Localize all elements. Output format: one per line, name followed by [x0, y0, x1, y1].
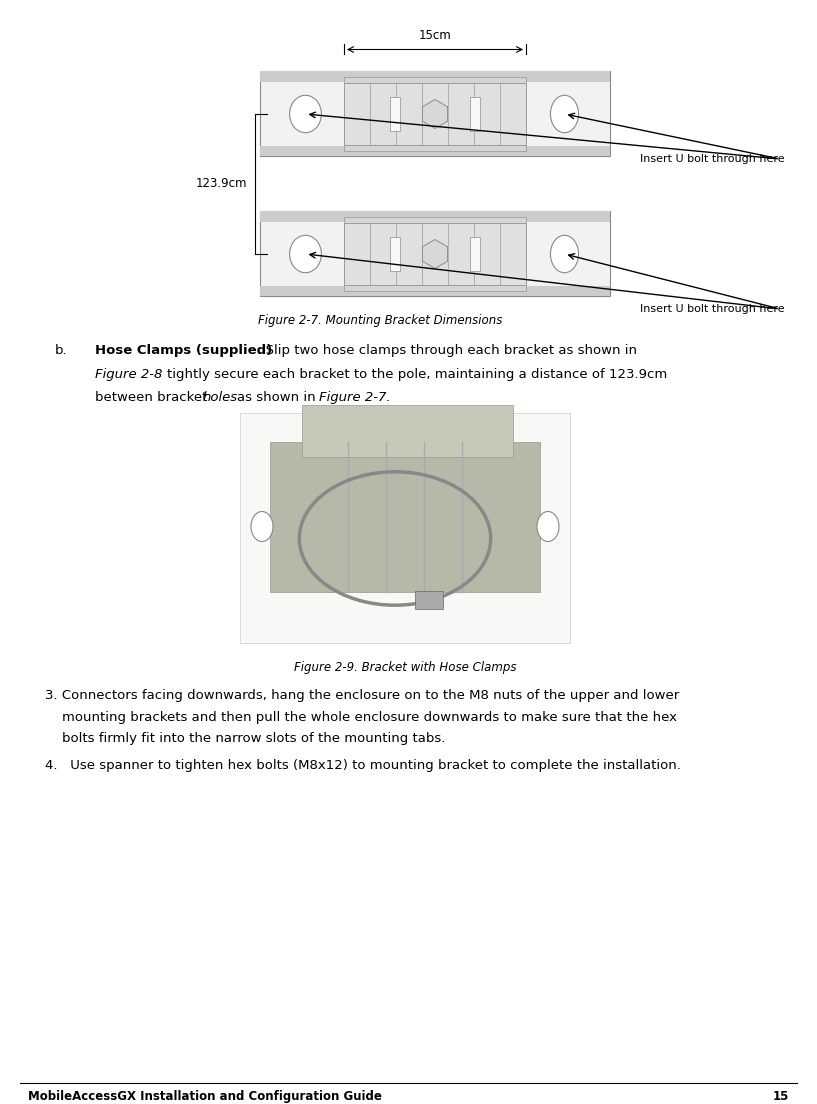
- Bar: [270, 443, 540, 592]
- Text: Insert U bolt through here: Insert U bolt through here: [641, 304, 785, 314]
- Bar: [260, 286, 610, 297]
- Text: Figure 2-9. Bracket with Hose Clamps: Figure 2-9. Bracket with Hose Clamps: [294, 661, 516, 675]
- Text: mounting brackets and then pull the whole enclosure downwards to make sure that : mounting brackets and then pull the whol…: [45, 711, 677, 724]
- Text: 15: 15: [773, 1090, 789, 1103]
- Text: : Slip two hose clamps through each bracket as shown in: : Slip two hose clamps through each brac…: [257, 344, 637, 358]
- Text: as shown in: as shown in: [237, 392, 320, 404]
- Bar: [260, 72, 610, 82]
- Bar: [260, 212, 610, 222]
- Bar: [471, 237, 480, 270]
- Ellipse shape: [289, 95, 321, 132]
- Text: Figure 2-8: Figure 2-8: [95, 368, 163, 381]
- Bar: [471, 97, 480, 131]
- Bar: [344, 216, 526, 223]
- Bar: [260, 147, 610, 157]
- Text: 3. Connectors facing downwards, hang the enclosure on to the M8 nuts of the uppe: 3. Connectors facing downwards, hang the…: [45, 690, 679, 702]
- Text: b.: b.: [55, 344, 68, 358]
- Ellipse shape: [551, 95, 578, 132]
- Text: Insert U bolt through here: Insert U bolt through here: [641, 153, 785, 164]
- Bar: [344, 285, 526, 291]
- Polygon shape: [422, 240, 448, 268]
- Bar: [260, 212, 610, 297]
- Polygon shape: [422, 99, 448, 128]
- Text: Figure 2-7. Mounting Bracket Dimensions: Figure 2-7. Mounting Bracket Dimensions: [258, 315, 502, 328]
- Bar: [391, 97, 400, 131]
- Ellipse shape: [251, 511, 273, 541]
- Bar: [391, 237, 400, 270]
- Text: bolts firmly fit into the narrow slots of the mounting tabs.: bolts firmly fit into the narrow slots o…: [45, 732, 445, 745]
- Text: Figure 2-7.: Figure 2-7.: [319, 392, 391, 404]
- Bar: [344, 223, 526, 285]
- Bar: [240, 414, 570, 644]
- Text: 123.9cm: 123.9cm: [195, 178, 247, 191]
- Text: 15cm: 15cm: [418, 30, 451, 42]
- Bar: [344, 84, 526, 145]
- Text: tightly secure each bracket to the pole, maintaining a distance of 123.9cm: tightly secure each bracket to the pole,…: [167, 368, 667, 381]
- Ellipse shape: [551, 235, 578, 273]
- Text: 4.   Use spanner to tighten hex bolts (M8x12) to mounting bracket to complete th: 4. Use spanner to tighten hex bolts (M8x…: [45, 758, 681, 772]
- Text: between bracket: between bracket: [95, 392, 212, 404]
- Bar: [344, 145, 526, 151]
- Text: Hose Clamps (supplied): Hose Clamps (supplied): [95, 344, 272, 358]
- Ellipse shape: [537, 511, 559, 541]
- Bar: [302, 405, 513, 457]
- Ellipse shape: [289, 235, 321, 273]
- Text: holes: holes: [203, 392, 238, 404]
- Bar: [344, 76, 526, 84]
- Bar: [415, 591, 443, 609]
- Bar: [260, 72, 610, 157]
- Text: MobileAccessGX Installation and Configuration Guide: MobileAccessGX Installation and Configur…: [28, 1090, 382, 1103]
